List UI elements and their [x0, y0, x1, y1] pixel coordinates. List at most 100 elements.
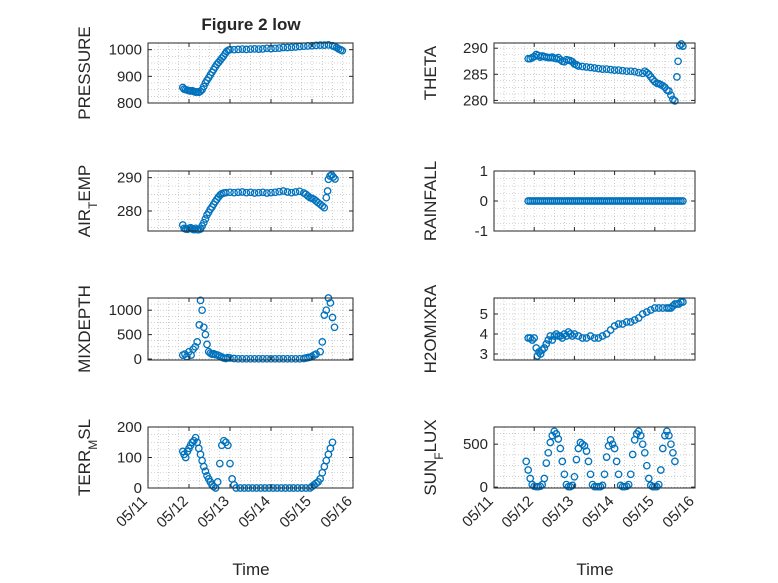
data-point — [578, 62, 587, 71]
data-point — [528, 336, 537, 344]
data-point — [574, 62, 583, 70]
data-point — [291, 188, 300, 196]
data-point — [584, 457, 593, 466]
data-point — [542, 340, 551, 348]
data-point — [626, 318, 635, 326]
data-point — [548, 431, 557, 440]
y-tick-label: 900 — [117, 68, 142, 85]
data-point — [626, 67, 635, 76]
data-point — [193, 338, 202, 346]
data-point — [650, 77, 659, 86]
y-tick-label: 4 — [480, 326, 488, 343]
data-point — [654, 304, 663, 312]
y-axis-label: H2OMIXRA — [421, 284, 440, 373]
data-point — [586, 470, 595, 479]
data-point — [667, 304, 675, 312]
data-point — [675, 300, 683, 308]
data-point — [254, 354, 263, 363]
data-point — [526, 334, 535, 342]
data-point — [230, 188, 238, 197]
data-point — [560, 470, 569, 479]
data-point — [320, 311, 329, 319]
data-point — [570, 472, 579, 481]
data-point — [612, 457, 621, 466]
data-point — [650, 304, 659, 312]
data-series — [178, 41, 347, 97]
data-point — [318, 338, 327, 346]
data-point — [291, 43, 300, 51]
grid — [147, 426, 354, 489]
data-point — [234, 45, 243, 54]
data-point — [566, 330, 575, 338]
data-point — [318, 202, 327, 210]
data-point — [234, 354, 243, 363]
data-point — [275, 187, 284, 196]
data-point — [201, 467, 210, 476]
data-point — [536, 350, 545, 358]
data-point — [590, 64, 599, 72]
data-point — [254, 188, 263, 197]
data-point — [258, 354, 267, 363]
x-axis-label-left: Time — [232, 560, 269, 579]
data-point — [610, 444, 619, 453]
data-point — [665, 87, 673, 95]
data-point — [582, 63, 591, 71]
data-point — [271, 354, 279, 363]
data-point — [602, 330, 611, 338]
y-tick-label: 290 — [117, 170, 142, 187]
data-point — [283, 188, 292, 196]
y-tick-label: 285 — [463, 66, 488, 83]
data-point — [263, 189, 271, 197]
data-point — [198, 306, 206, 315]
data-point — [667, 91, 675, 100]
data-point — [628, 450, 637, 459]
data-point — [246, 45, 255, 53]
data-point — [312, 350, 320, 358]
data-point — [556, 444, 565, 453]
data-point — [622, 482, 631, 491]
data-point — [323, 187, 332, 195]
data-point — [203, 340, 211, 349]
data-point — [578, 440, 587, 449]
data-point — [582, 334, 591, 342]
grid — [493, 170, 696, 232]
data-point — [332, 43, 341, 52]
data-point — [254, 45, 263, 53]
data-point — [304, 192, 312, 200]
y-tick-label: 200 — [117, 419, 142, 436]
data-point — [329, 173, 338, 181]
data-point — [586, 332, 595, 340]
data-point — [191, 342, 200, 351]
data-point — [540, 474, 549, 483]
data-point — [230, 45, 238, 54]
data-point — [658, 444, 667, 453]
data-series — [524, 197, 687, 205]
data-point — [608, 440, 617, 449]
data-point — [606, 436, 615, 444]
data-point — [267, 354, 275, 363]
data-point — [226, 459, 234, 468]
data-point — [677, 40, 686, 48]
y-tick-label: 100 — [117, 450, 142, 467]
data-point — [530, 334, 539, 342]
data-point — [279, 187, 288, 195]
data-point — [199, 462, 208, 471]
data-point — [618, 66, 627, 75]
data-point — [544, 336, 553, 344]
y-tick-label: 1 — [480, 163, 488, 180]
data-point — [614, 66, 623, 74]
y-axis-label: SUNFLUX — [421, 419, 446, 495]
data-point — [316, 347, 325, 356]
data-point — [618, 320, 627, 328]
data-point — [326, 299, 335, 307]
data-point — [644, 474, 653, 483]
data-point — [582, 447, 591, 455]
data-point — [656, 466, 665, 474]
data-point — [544, 448, 553, 457]
data-point — [679, 298, 687, 306]
data-point — [558, 457, 567, 466]
data-point — [630, 67, 639, 76]
y-tick-label: 0 — [134, 480, 142, 497]
data-point — [199, 323, 208, 332]
